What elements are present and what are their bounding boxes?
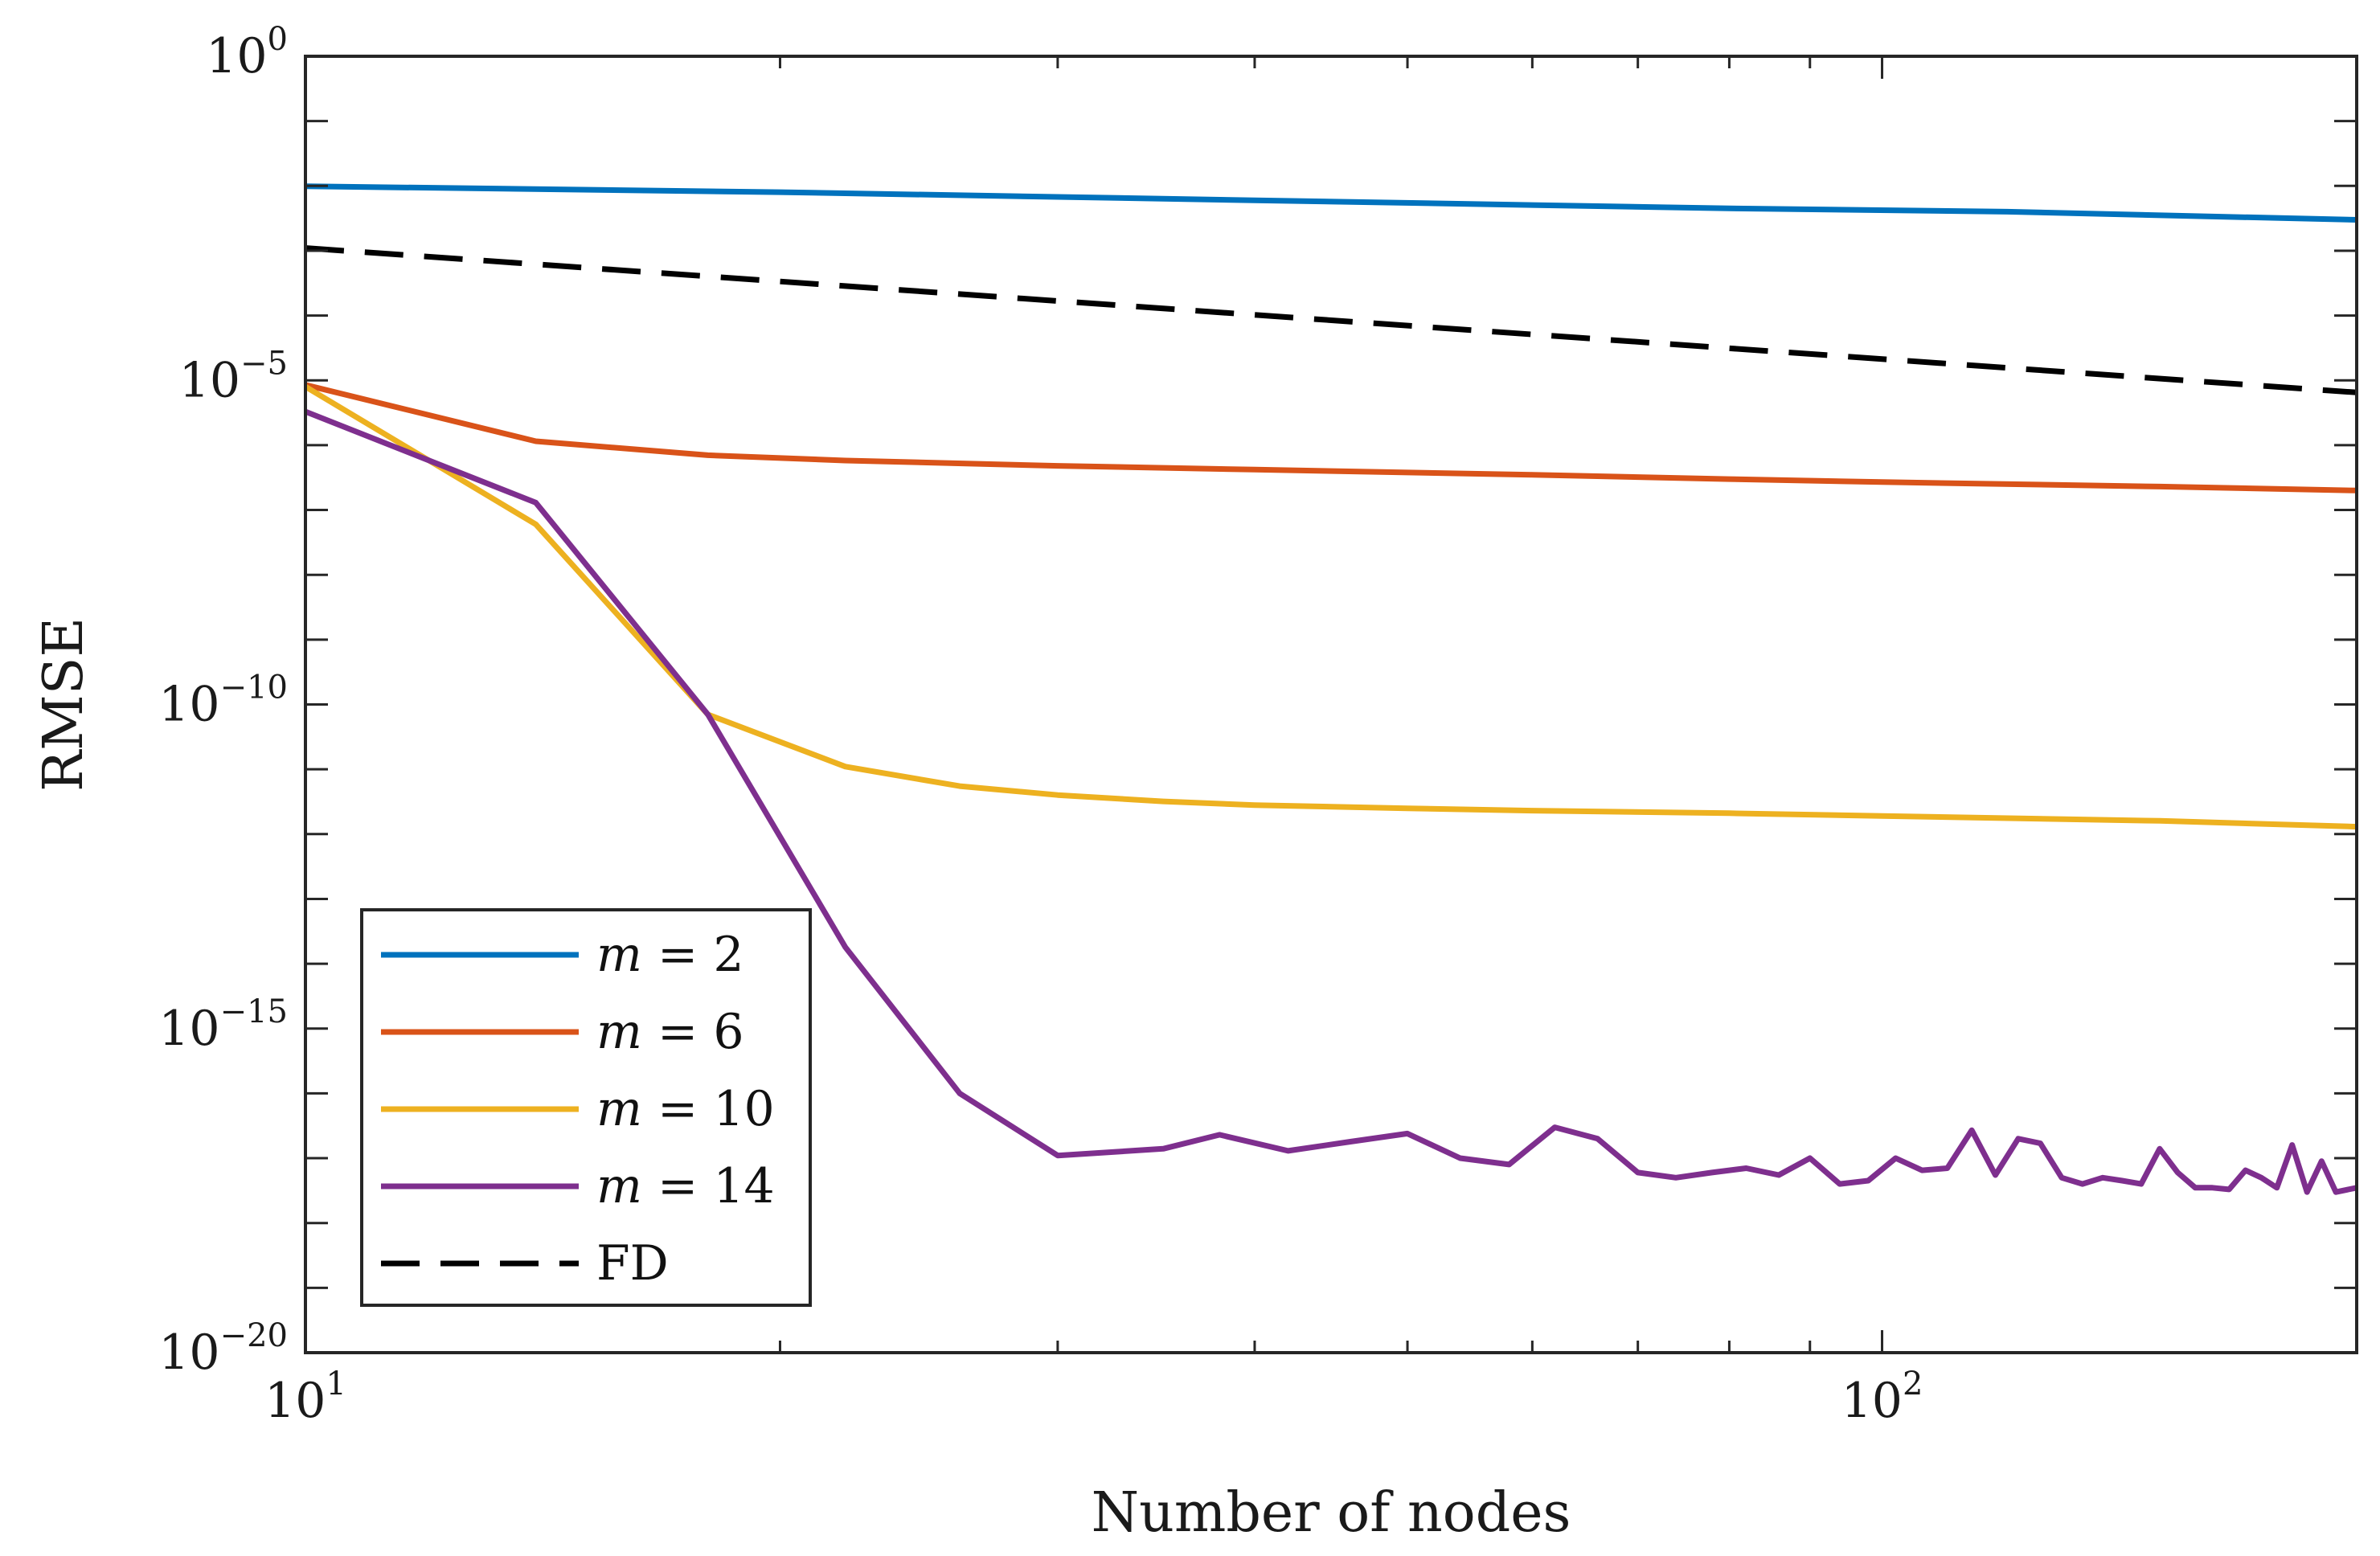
series-line-m2 <box>305 183 2357 223</box>
legend-entry-label: m = 10 <box>596 1081 775 1137</box>
y-tick-label: 10−5 <box>179 345 288 408</box>
y-tick-label: 100 <box>206 21 288 84</box>
legend-entry-label: m = 2 <box>596 927 744 983</box>
series-line-m10 <box>304 384 2357 830</box>
x-tick-label: 102 <box>1841 1366 1923 1429</box>
series-line-m6 <box>305 382 2357 493</box>
axes-frame <box>304 55 2358 1354</box>
legend-entry-label: FD <box>596 1235 669 1292</box>
series-line-fd <box>305 245 2357 395</box>
series-line-m14 <box>304 408 2357 1195</box>
y-tick-label: 10−20 <box>158 1317 288 1381</box>
legend-entry-label: m = 14 <box>596 1158 775 1214</box>
y-tick-label: 10−15 <box>158 993 288 1057</box>
x-tick-label: 101 <box>264 1366 346 1429</box>
x-axis-label: Number of nodes <box>1092 1481 1571 1545</box>
y-tick-label: 10−10 <box>158 669 288 733</box>
y-axis-label: RMSE <box>32 617 96 792</box>
legend-entry-label: m = 6 <box>596 1004 744 1060</box>
